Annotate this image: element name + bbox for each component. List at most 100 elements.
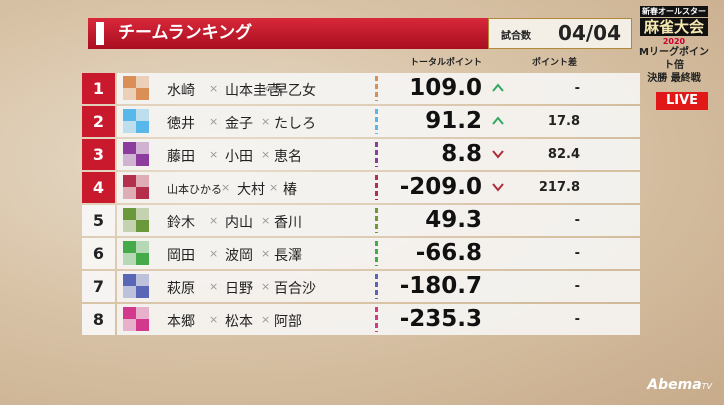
separator: × — [209, 247, 219, 260]
team-bar — [375, 241, 378, 266]
games-box: 試合数 04/04 — [488, 18, 632, 49]
total-points: -235.3 — [399, 306, 482, 332]
point-diff: - — [574, 81, 580, 96]
member-name: 岡田 — [167, 248, 195, 264]
row-body: 水崎 × 山本圭壱 × 早乙女 109.0- — [117, 73, 640, 104]
chip-cell — [123, 142, 136, 154]
trend-up — [492, 83, 504, 92]
member-name: 内山 — [225, 215, 253, 231]
arrow — [492, 150, 504, 159]
ranking-row: 8 本郷 × 松本 × 阿部 -235.3- — [82, 304, 640, 335]
member-name: 小田 — [225, 149, 253, 165]
member-name: 山本圭壱 — [225, 83, 281, 99]
team-bar — [375, 307, 378, 332]
rank: 4 — [82, 172, 115, 203]
row-body: 山本ひかる × 大村 × 椿 -209.0 217.8 — [117, 172, 640, 203]
separator: × — [209, 115, 219, 128]
row-body: 鈴木 × 内山 × 香川 49.3- — [117, 205, 640, 236]
chip-cell — [123, 76, 136, 88]
chip-cell — [123, 319, 136, 331]
team-chip — [123, 142, 149, 167]
member-name: 波岡 — [225, 248, 253, 264]
member-name: 萩原 — [167, 281, 195, 297]
rank: 6 — [82, 238, 115, 269]
chip-cell — [136, 154, 149, 166]
total-points: -180.7 — [399, 273, 482, 299]
total-points: 49.3 — [425, 207, 482, 233]
chip-cell — [136, 319, 149, 331]
ranking-row: 6 岡田 × 波岡 × 長澤 -66.8- — [82, 238, 640, 269]
chip-cell — [136, 208, 149, 220]
row-body: 徳井 × 金子 × たしろ 91.2 17.8 — [117, 106, 640, 137]
ranking-row: 4 山本ひかる × 大村 × 椿 -209.0 217.8 — [82, 172, 640, 203]
ranking-row: 5 鈴木 × 内山 × 香川 49.3- — [82, 205, 640, 236]
separator: × — [209, 313, 219, 326]
logo-line2: 麻雀大会 — [640, 18, 708, 36]
chip-cell — [136, 187, 149, 199]
ranking-row: 2 徳井 × 金子 × たしろ 91.2 17.8 — [82, 106, 640, 137]
row-body: 岡田 × 波岡 × 長澤 -66.8- — [117, 238, 640, 269]
ranking-row: 7 萩原 × 日野 × 百合沙 -180.7- — [82, 271, 640, 302]
logo-year: 2020 — [662, 37, 686, 46]
member-name: 長澤 — [274, 248, 302, 264]
point-diff: - — [574, 246, 580, 261]
total-points: 8.8 — [441, 141, 482, 167]
point-diff: 17.8 — [547, 114, 580, 129]
total-points: -209.0 — [399, 174, 482, 200]
watermark-brand: Abema — [647, 377, 702, 393]
chip-cell — [136, 241, 149, 253]
team-bar — [375, 208, 378, 233]
rank: 1 — [82, 73, 115, 104]
member-name: 日野 — [225, 281, 253, 297]
games-count: 04/04 — [558, 21, 621, 45]
rank: 8 — [82, 304, 115, 335]
row-body: 藤田 × 小田 × 恵名 8.8 82.4 — [117, 139, 640, 170]
watermark-suffix: TV — [701, 382, 712, 391]
rank: 5 — [82, 205, 115, 236]
total-points: 109.0 — [409, 75, 482, 101]
header-title: チームランキング — [88, 18, 488, 49]
watermark: AbemaTV — [647, 377, 712, 393]
chip-cell — [123, 121, 136, 133]
member-name: たしろ — [274, 116, 316, 132]
chip-cell — [136, 88, 149, 100]
chip-cell — [136, 121, 149, 133]
member-name: 恵名 — [274, 149, 302, 165]
point-diff: 217.8 — [538, 180, 580, 195]
chip-cell — [136, 307, 149, 319]
team-bar — [375, 142, 378, 167]
member-name: 徳井 — [167, 116, 195, 132]
point-diff: 82.4 — [547, 147, 580, 162]
event-logo: 新春オールスター 麻雀大会 2020 Mリーグポイント倍 決勝 最終戦 — [636, 6, 712, 86]
member-name: 藤田 — [167, 149, 195, 165]
member-name: 金子 — [225, 116, 253, 132]
rank: 2 — [82, 106, 115, 137]
separator: × — [209, 82, 219, 95]
separator: × — [209, 214, 219, 227]
point-diff: - — [574, 213, 580, 228]
separator: × — [209, 280, 219, 293]
diff-header: ポイント差 — [532, 58, 578, 68]
rank: 7 — [82, 271, 115, 302]
separator: × — [261, 148, 271, 161]
arrow — [492, 83, 504, 92]
trend-down — [492, 183, 504, 192]
team-bar — [375, 76, 378, 101]
ranking-row: 3 藤田 × 小田 × 恵名 8.8 82.4 — [82, 139, 640, 170]
team-bar — [375, 109, 378, 134]
total-points: 91.2 — [425, 108, 482, 134]
point-diff: - — [574, 312, 580, 327]
chip-cell — [123, 208, 136, 220]
separator: × — [261, 247, 271, 260]
point-diff: - — [574, 279, 580, 294]
chip-cell — [123, 154, 136, 166]
chip-cell — [123, 220, 136, 232]
team-bar — [375, 274, 378, 299]
team-chip — [123, 307, 149, 332]
team-chip — [123, 274, 149, 299]
arrow — [492, 183, 504, 192]
row-body: 本郷 × 松本 × 阿部 -235.3- — [117, 304, 640, 335]
chip-cell — [123, 253, 136, 265]
chip-cell — [136, 175, 149, 187]
